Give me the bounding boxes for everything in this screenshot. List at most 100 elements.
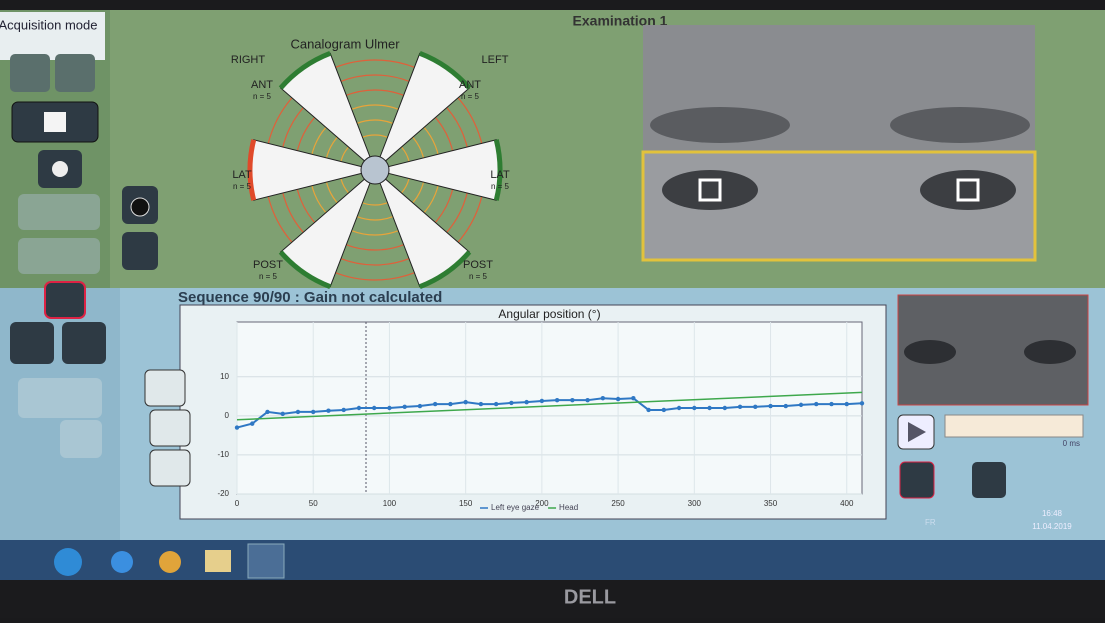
legend-label: Head bbox=[559, 503, 578, 512]
data-point bbox=[845, 402, 849, 406]
data-point bbox=[509, 401, 513, 405]
record-icon bbox=[131, 198, 149, 216]
eye bbox=[920, 170, 1016, 210]
eye bbox=[662, 170, 758, 210]
sector-label: POST bbox=[463, 259, 493, 271]
stop-icon bbox=[44, 112, 66, 132]
data-point bbox=[342, 408, 346, 412]
sector-n: n = 5 bbox=[469, 272, 488, 281]
gear-icon bbox=[52, 161, 68, 177]
brow bbox=[650, 107, 790, 143]
y-tick-label: -20 bbox=[217, 489, 229, 498]
data-point bbox=[250, 421, 254, 425]
x-tick-label: 50 bbox=[309, 499, 318, 508]
target-button[interactable] bbox=[55, 54, 95, 92]
x-tick-label: 100 bbox=[383, 499, 397, 508]
chart-type-button[interactable] bbox=[150, 410, 190, 446]
y-tick-label: 10 bbox=[220, 372, 229, 381]
sector-label: ANT bbox=[251, 79, 273, 91]
timeline[interactable] bbox=[945, 415, 1083, 437]
sector-n: n = 5 bbox=[259, 272, 278, 281]
page: {"sidebar": {"mode_label": "Acquisition … bbox=[0, 0, 1105, 618]
folder-icon[interactable] bbox=[205, 550, 231, 572]
data-point bbox=[235, 425, 239, 429]
left-label: LEFT bbox=[482, 54, 509, 66]
legend-label: Left eye gaze bbox=[491, 503, 540, 512]
data-point bbox=[662, 408, 666, 412]
brow bbox=[890, 107, 1030, 143]
data-point bbox=[418, 404, 422, 408]
sector-n: n = 5 bbox=[461, 92, 480, 101]
head-left-button[interactable] bbox=[10, 322, 54, 364]
sector-label: LAT bbox=[490, 169, 510, 181]
sector-label: ANT bbox=[459, 79, 481, 91]
nav-button[interactable] bbox=[18, 194, 100, 230]
data-point bbox=[494, 402, 498, 406]
chart-type-button[interactable] bbox=[145, 370, 185, 406]
disabled-button[interactable] bbox=[18, 378, 102, 418]
screen: Acquisition mode Examination 1 ANTn = 5A… bbox=[0, 0, 1105, 618]
data-point bbox=[570, 398, 574, 402]
camera-button[interactable] bbox=[10, 54, 50, 92]
head-button[interactable] bbox=[45, 282, 85, 318]
ie-icon[interactable] bbox=[111, 551, 133, 573]
data-point bbox=[326, 409, 330, 413]
head-right-button[interactable] bbox=[62, 322, 106, 364]
data-point bbox=[433, 402, 437, 406]
chrome-icon[interactable] bbox=[159, 551, 181, 573]
align-button[interactable] bbox=[122, 232, 158, 270]
data-point bbox=[555, 398, 559, 402]
data-point bbox=[784, 404, 788, 408]
data-point bbox=[479, 402, 483, 406]
sector-n: n = 5 bbox=[491, 182, 510, 191]
sector-n: n = 5 bbox=[233, 182, 252, 191]
eye bbox=[1024, 340, 1076, 364]
y-tick-label: -10 bbox=[217, 450, 229, 459]
view-button[interactable] bbox=[900, 462, 934, 498]
app-icon[interactable] bbox=[248, 544, 284, 578]
sector-label: POST bbox=[253, 259, 283, 271]
lang: FR bbox=[925, 518, 936, 527]
data-point bbox=[631, 396, 635, 400]
chart-title: Angular position (°) bbox=[498, 307, 600, 321]
data-point bbox=[463, 400, 467, 404]
x-tick-label: 250 bbox=[611, 499, 625, 508]
disabled-button[interactable] bbox=[60, 420, 102, 458]
y-tick-label: 0 bbox=[225, 411, 230, 420]
data-point bbox=[311, 410, 315, 414]
data-point bbox=[540, 399, 544, 403]
data-point bbox=[387, 406, 391, 410]
data-point bbox=[372, 406, 376, 410]
data-point bbox=[753, 405, 757, 409]
time-label: 0 ms bbox=[1063, 439, 1080, 448]
chart-type-button[interactable] bbox=[150, 450, 190, 486]
clock: 16:48 bbox=[1042, 509, 1063, 518]
data-point bbox=[601, 396, 605, 400]
data-point bbox=[723, 406, 727, 410]
brand: DELL bbox=[564, 586, 616, 608]
data-point bbox=[799, 403, 803, 407]
right-label: RIGHT bbox=[231, 54, 266, 66]
sequence-title: Sequence 90/90 : Gain not calculated bbox=[178, 289, 442, 306]
data-point bbox=[448, 402, 452, 406]
data-point bbox=[585, 398, 589, 402]
x-tick-label: 0 bbox=[235, 499, 240, 508]
data-point bbox=[692, 406, 696, 410]
data-point bbox=[814, 402, 818, 406]
data-point bbox=[860, 401, 864, 405]
date: 11.04.2019 bbox=[1032, 522, 1072, 531]
data-point bbox=[281, 412, 285, 416]
data-point bbox=[402, 405, 406, 409]
sector-n: n = 5 bbox=[253, 92, 272, 101]
data-point bbox=[357, 406, 361, 410]
data-point bbox=[524, 400, 528, 404]
print-button[interactable] bbox=[18, 238, 100, 274]
start-button[interactable] bbox=[54, 548, 82, 576]
view-button[interactable] bbox=[972, 462, 1006, 498]
data-point bbox=[265, 410, 269, 414]
data-point bbox=[646, 408, 650, 412]
plot-area bbox=[237, 322, 862, 494]
data-point bbox=[738, 405, 742, 409]
x-tick-label: 150 bbox=[459, 499, 473, 508]
